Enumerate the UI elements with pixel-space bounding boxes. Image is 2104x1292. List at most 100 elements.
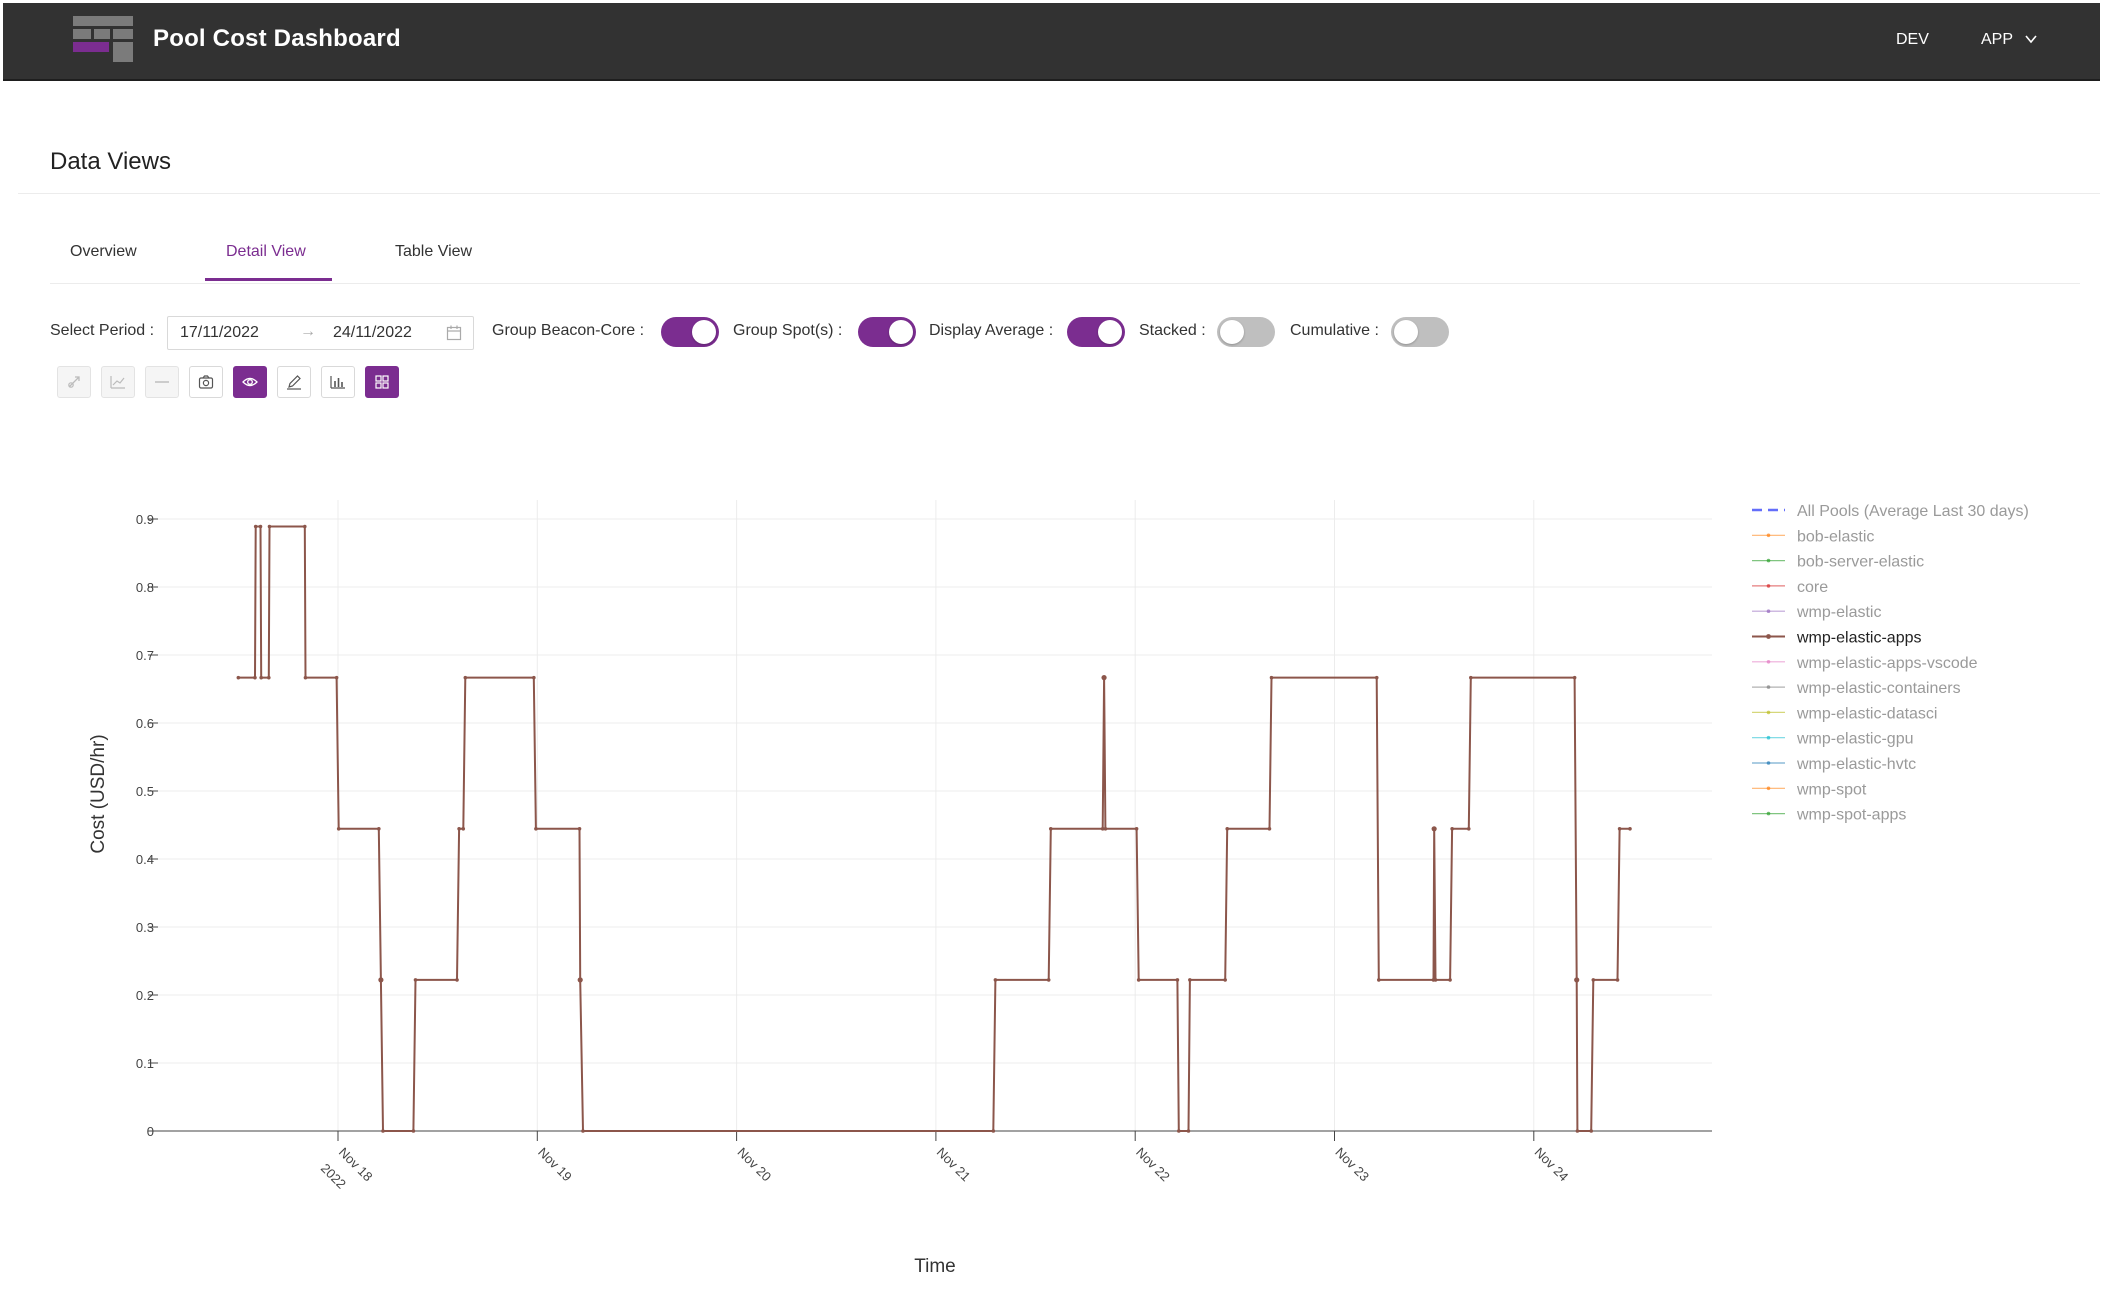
app-logo[interactable] xyxy=(73,16,133,62)
legend-item[interactable]: wmp-elastic-containers xyxy=(1752,680,1961,697)
x-tick-label: Nov 21 xyxy=(934,1145,974,1185)
group-spots-label: Group Spot(s) : xyxy=(733,322,843,339)
data-point xyxy=(1617,827,1622,831)
data-point xyxy=(1223,978,1227,982)
camera-icon xyxy=(198,375,214,389)
chart-legend[interactable]: All Pools (Average Last 30 days) bob-elas… xyxy=(1752,503,2029,824)
legend-item[interactable]: wmp-elastic-datasci xyxy=(1752,705,1937,722)
group-spots-toggle[interactable] xyxy=(858,317,916,347)
legend-item[interactable]: bob-server-elastic xyxy=(1752,554,1924,571)
legend-item[interactable]: wmp-elastic-apps xyxy=(1752,630,1921,647)
screenshot-button[interactable] xyxy=(189,366,223,398)
data-point xyxy=(463,675,468,680)
data-point xyxy=(1267,827,1272,831)
data-point xyxy=(1628,827,1632,831)
stacked-label: Stacked : xyxy=(1139,322,1206,339)
dash-tool-button[interactable] xyxy=(145,366,179,398)
legend-item[interactable]: wmp-elastic-gpu xyxy=(1752,731,1913,748)
chart-gridlines xyxy=(158,500,1712,1131)
data-point xyxy=(334,675,339,680)
cumulative-toggle[interactable] xyxy=(1391,317,1449,347)
grid-icon xyxy=(375,375,389,389)
legend-item[interactable]: All Pools (Average Last 30 days) xyxy=(1752,503,2029,520)
tab-table-view[interactable]: Table View xyxy=(395,243,473,260)
data-point xyxy=(1591,978,1596,982)
legend-marker xyxy=(1766,609,1771,613)
legend-marker xyxy=(1766,660,1771,664)
data-marker xyxy=(1431,826,1437,832)
data-point xyxy=(377,827,381,831)
app-title: Pool Cost Dashboard xyxy=(153,25,401,52)
cumulative-label: Cumulative : xyxy=(1290,322,1379,339)
active-tab-indicator xyxy=(205,278,332,281)
toggle-knob xyxy=(692,320,716,344)
legend-item[interactable]: bob-elastic xyxy=(1752,528,1874,545)
line-tool-button[interactable] xyxy=(101,366,135,398)
y-axis-title: Cost (USD/hr) xyxy=(88,734,109,853)
data-point xyxy=(1186,1129,1191,1133)
data-point xyxy=(1136,978,1141,982)
chart-series[interactable] xyxy=(236,524,1632,1133)
data-point xyxy=(253,675,257,680)
data-point xyxy=(266,675,271,680)
legend-item[interactable]: wmp-elastic xyxy=(1752,604,1881,621)
data-point xyxy=(1225,827,1230,831)
tab-overview[interactable]: Overview xyxy=(70,243,137,260)
nav-dev[interactable]: DEV xyxy=(1896,31,1929,48)
y-tick-label: 0.6 xyxy=(136,716,154,731)
y-tick-label: 0.2 xyxy=(136,988,154,1003)
data-point xyxy=(259,675,263,680)
legend-item[interactable]: wmp-elastic-apps-vscode xyxy=(1752,655,1978,672)
legend-item[interactable]: core xyxy=(1752,579,1828,596)
grid-view-button[interactable] xyxy=(365,366,399,398)
data-point xyxy=(303,675,308,680)
legend-marker xyxy=(1766,584,1771,588)
bar-chart-icon xyxy=(330,376,345,389)
group-beacon-core-toggle[interactable] xyxy=(661,317,719,347)
data-marker xyxy=(378,977,384,983)
data-point xyxy=(1176,1129,1181,1133)
legend-marker xyxy=(1766,786,1771,791)
bar-chart-button[interactable] xyxy=(321,366,355,398)
legend-label: wmp-elastic-apps-vscode xyxy=(1796,655,1978,672)
nav-app-menu[interactable]: APP xyxy=(1981,31,2037,49)
y-tick-label: 0.8 xyxy=(136,580,154,595)
legend-marker xyxy=(1766,761,1771,765)
data-point xyxy=(1575,1129,1580,1133)
divider xyxy=(18,193,2100,194)
legend-item[interactable]: wmp-spot xyxy=(1752,781,1867,798)
tab-detail-view[interactable]: Detail View xyxy=(226,243,306,260)
data-point xyxy=(577,827,582,831)
top-navbar: Pool Cost Dashboard DEV APP xyxy=(3,3,2100,81)
date-end-input[interactable]: 24/11/2022 xyxy=(333,324,412,341)
pan-tool-button[interactable] xyxy=(57,366,91,398)
legend-label: wmp-elastic-containers xyxy=(1796,680,1961,697)
y-tick-label: 0.3 xyxy=(136,920,154,935)
view-toggle-button[interactable] xyxy=(233,366,267,398)
legend-marker xyxy=(1766,634,1771,639)
x-axis-title: Time xyxy=(914,1256,956,1277)
toggle-knob xyxy=(1098,320,1122,344)
x-tick-label: Nov 20 xyxy=(734,1145,774,1185)
legend-item[interactable]: wmp-spot-apps xyxy=(1752,807,1906,824)
edit-button[interactable] xyxy=(277,366,311,398)
x-tick-label: Nov 19 xyxy=(535,1145,575,1185)
display-average-toggle[interactable] xyxy=(1067,317,1125,347)
data-point xyxy=(1374,675,1379,680)
x-tick-label: Nov 23 xyxy=(1332,1145,1372,1185)
stacked-toggle[interactable] xyxy=(1217,317,1275,347)
data-point xyxy=(336,827,341,831)
data-point xyxy=(1615,978,1620,982)
data-point xyxy=(1134,827,1139,831)
calendar-icon[interactable] xyxy=(446,325,462,341)
legend-label: core xyxy=(1797,579,1828,596)
date-range-picker[interactable]: 17/11/2022 → 24/11/2022 xyxy=(167,316,474,350)
line-chart-icon xyxy=(110,376,125,389)
select-period-label: Select Period : xyxy=(50,322,155,339)
date-start-input[interactable]: 17/11/2022 xyxy=(180,324,259,341)
data-point xyxy=(267,524,272,529)
legend-item[interactable]: wmp-elastic-hvtc xyxy=(1752,756,1916,773)
nav-app-label: APP xyxy=(1981,31,2013,48)
